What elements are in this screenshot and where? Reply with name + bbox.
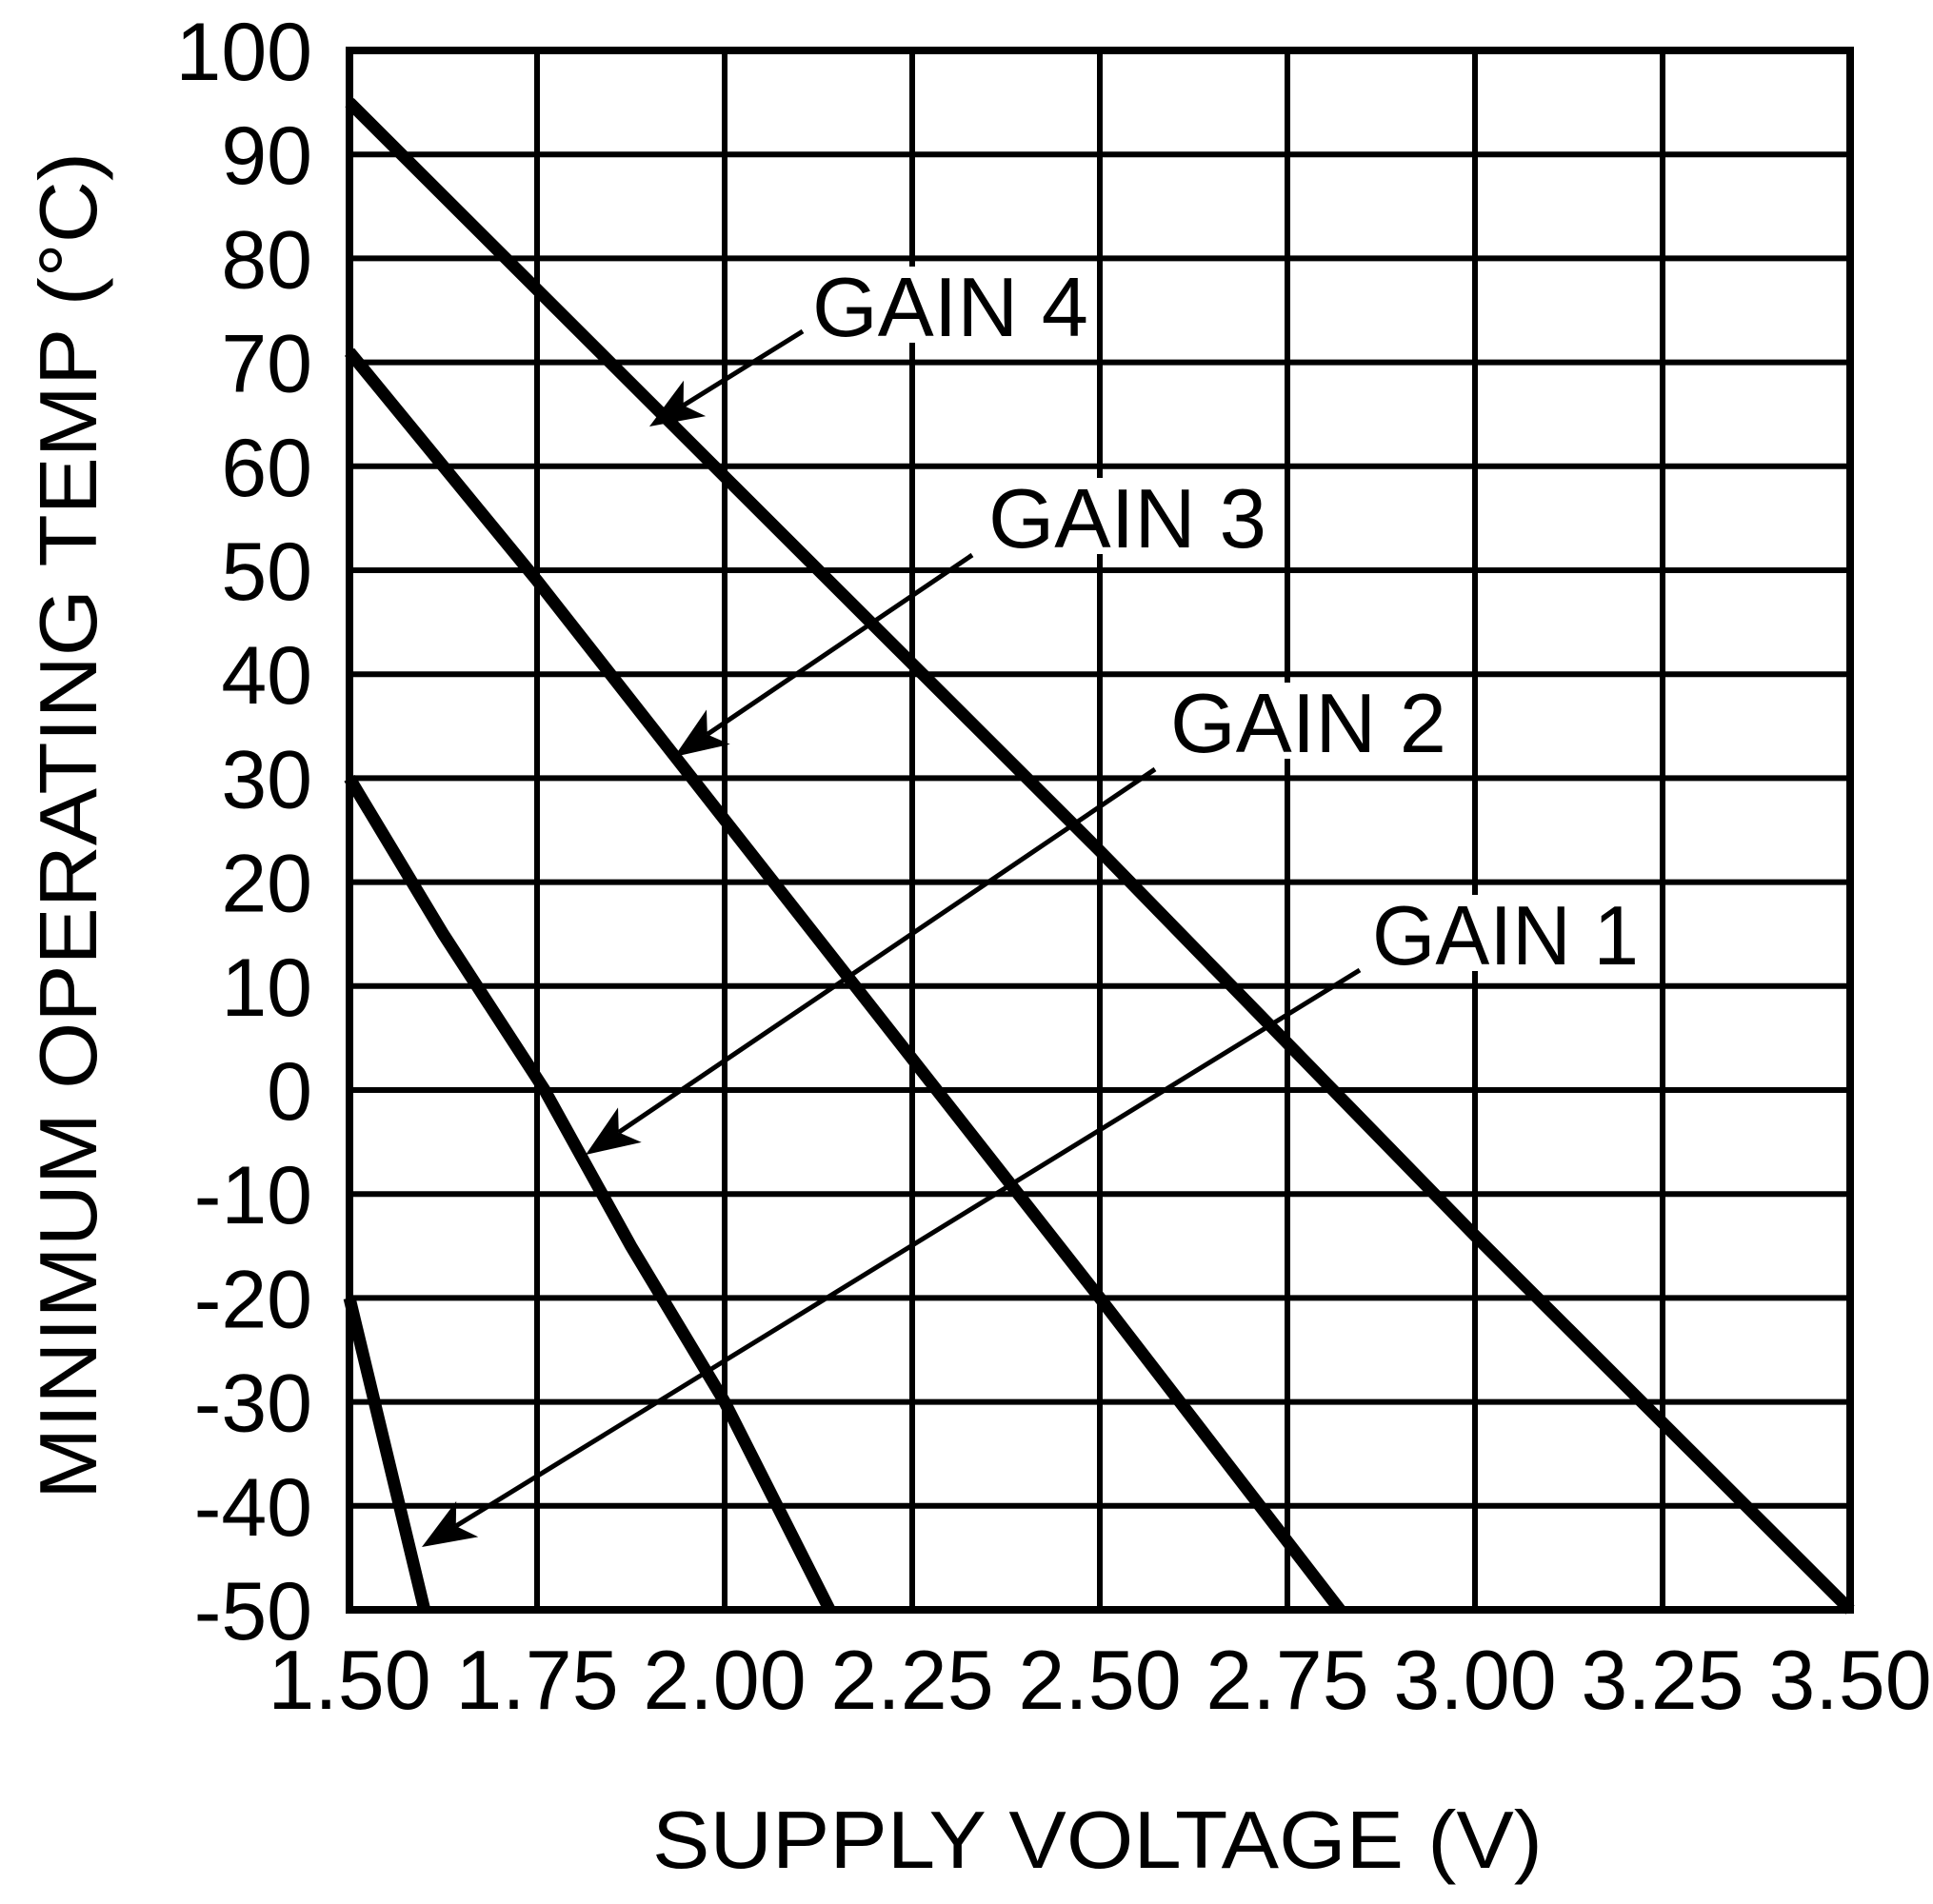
y-tick-label: 90 (221, 110, 312, 202)
label-mask (981, 478, 1271, 554)
gain-1-label: GAIN 1 (1372, 888, 1639, 982)
y-tick-label: 30 (221, 734, 312, 825)
x-tick-labels: 1.50 1.75 2.00 2.25 2.50 2.75 3.00 3.25 3.50 (268, 1633, 1931, 1727)
y-tick-label: 50 (221, 526, 312, 618)
y-axis-title: MINIMUM OPERATING TEMP (°C) (24, 152, 114, 1499)
label-mask (1365, 895, 1645, 971)
plot-frame (346, 47, 1854, 1614)
y-tick-label: 0 (267, 1046, 312, 1138)
y-tick-label: -40 (194, 1462, 312, 1554)
label-mask (1163, 683, 1453, 759)
y-tick-label: -20 (194, 1254, 312, 1345)
x-tick-label: 3.00 (1393, 1633, 1556, 1727)
arrow-line (617, 766, 1157, 1135)
y-tick-label: 10 (221, 942, 312, 1034)
curve-gain-2 (344, 775, 836, 1613)
arrow-line (682, 328, 805, 407)
label-mask (805, 267, 1095, 343)
y-tick-label: 20 (221, 839, 312, 930)
y-tick-label: 60 (221, 423, 312, 514)
gain-4-label: GAIN 4 (812, 260, 1088, 354)
x-tick-label: 3.25 (1581, 1633, 1744, 1727)
x-tick-label: 2.50 (1018, 1633, 1181, 1727)
gain-2-label: GAIN 2 (1170, 676, 1446, 770)
x-tick-label: 3.50 (1768, 1633, 1931, 1727)
x-tick-label: 1.75 (455, 1633, 618, 1727)
x-tick-label: 2.00 (643, 1633, 806, 1727)
y-tick-label: -10 (194, 1150, 312, 1241)
annotations (422, 267, 1645, 1547)
y-tick-label: 70 (221, 319, 312, 410)
arrowhead-icon (422, 1500, 479, 1547)
curve-gain-3 (344, 347, 1345, 1614)
y-tick-label: -30 (194, 1359, 312, 1450)
x-axis-title: SUPPLY VOLTAGE (V) (652, 1795, 1543, 1886)
x-tick-label: 2.25 (830, 1633, 993, 1727)
gain-3-label: GAIN 3 (988, 471, 1266, 565)
arrow-line (706, 552, 974, 737)
y-tick-label: 100 (176, 7, 313, 98)
arrowhead-icon (586, 1107, 642, 1155)
curve-gain-4 (345, 97, 1855, 1615)
x-tick-label: 2.75 (1206, 1633, 1368, 1727)
y-tick-label: 80 (221, 214, 312, 306)
y-tick-label: -50 (194, 1566, 312, 1657)
data-curves (343, 97, 1855, 1615)
x-tick-label: 1.50 (268, 1633, 430, 1727)
y-tick-label: 40 (221, 630, 312, 722)
curve-gain-1 (343, 1296, 431, 1612)
arrowhead-icon (649, 380, 707, 426)
arrowhead-icon (674, 709, 730, 757)
arrow-line (454, 967, 1362, 1529)
